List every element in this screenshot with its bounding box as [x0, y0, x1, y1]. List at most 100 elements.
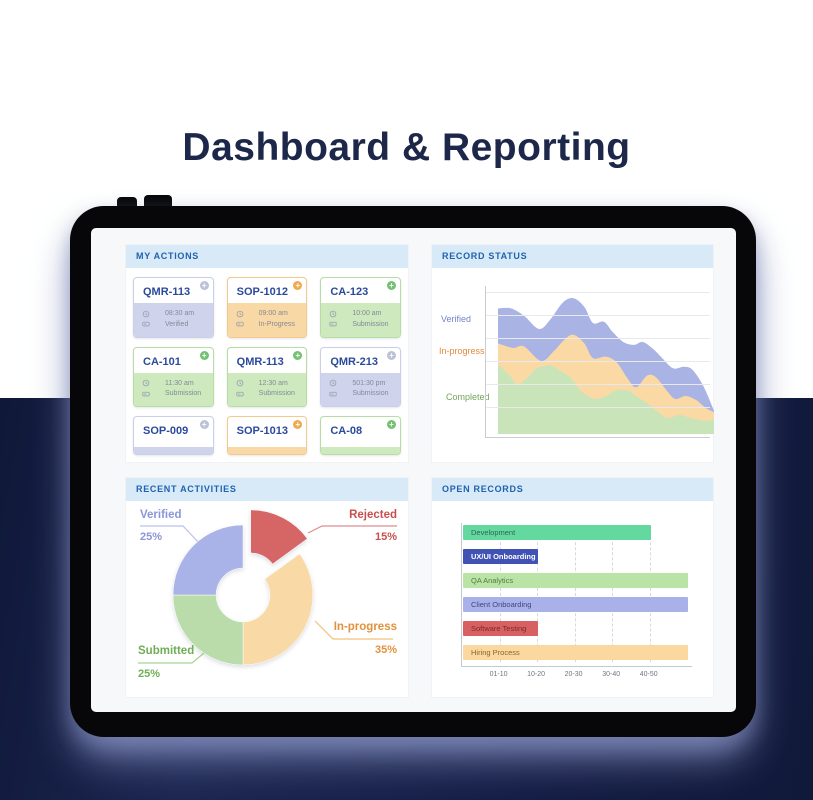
record-bar[interactable]: UX/UI Onboarding — [463, 549, 539, 564]
gridline — [486, 315, 710, 316]
card-color-strip — [321, 447, 400, 454]
tag-icon — [329, 391, 337, 396]
card-status: Submission — [258, 390, 295, 397]
tag-icon — [142, 391, 150, 396]
record-status-plot — [485, 286, 714, 438]
gridline — [499, 527, 501, 662]
card-id: QMR-113 — [236, 355, 284, 368]
action-card[interactable]: + SOP-1012 09:00 am In-Progress — [226, 277, 308, 338]
gridline — [574, 527, 576, 662]
card-id: CA-101 — [143, 355, 181, 368]
card-status: Verified — [165, 320, 189, 328]
tag-icon — [142, 321, 150, 327]
card-time: 11:30 am — [165, 379, 194, 387]
tag-icon — [329, 321, 337, 327]
gridline — [486, 384, 710, 385]
area-series-label: Completed — [446, 392, 490, 402]
add-icon[interactable]: + — [293, 350, 303, 360]
panel-open-records: OPEN RECORDS Development UX/UI Onboarding… — [432, 478, 713, 697]
action-card[interactable]: + SOP-009 — [133, 416, 214, 455]
x-tick-label: 10-20 — [527, 671, 546, 678]
panel-record-status: RECORD STATUS Verified In-progress Compl… — [432, 245, 714, 462]
card-color-strip — [134, 447, 213, 454]
record-bar[interactable]: Development — [463, 525, 651, 540]
card-id: CA-123 — [330, 286, 369, 298]
bar-label: QA Analytics — [471, 576, 514, 585]
pie-slice-in-progress[interactable] — [242, 553, 314, 666]
card-id: QMR-113 — [143, 286, 191, 298]
tag-icon — [236, 321, 244, 327]
action-card[interactable]: + CA-08 — [320, 416, 401, 455]
action-card[interactable]: + QMR-113 12:30 am Submission — [226, 346, 308, 407]
card-time: 12:30 am — [258, 379, 288, 387]
bar-label: Client Onboarding — [471, 600, 532, 609]
add-icon[interactable]: + — [293, 281, 303, 290]
bar-label: Development — [471, 528, 516, 537]
x-tick-label: 01-10 — [489, 671, 508, 678]
pie-slice-verified[interactable] — [172, 524, 244, 596]
card-time: 10:00 am — [352, 310, 382, 317]
card-meta: 501:30 pm Submission — [321, 372, 400, 406]
gridline — [537, 527, 539, 662]
card-meta: 09:00 am In-Progress — [227, 303, 307, 337]
pie-label-rejected: Rejected — [349, 509, 397, 521]
action-card[interactable]: + QMR-113 08:30 am Verified — [133, 277, 214, 338]
card-id: SOP-1012 — [236, 286, 289, 298]
x-tick-label: 20-30 — [564, 671, 583, 678]
card-meta: 10:00 am Submission — [321, 303, 400, 337]
area-series-label: In-progress — [439, 346, 485, 356]
card-id: CA-08 — [330, 425, 363, 437]
clock-icon — [236, 379, 243, 387]
clock-icon — [330, 310, 337, 317]
open-records-plot: Development UX/UI Onboarding QA Analytics C… — [461, 523, 692, 667]
actions-grid: + QMR-113 08:30 am Verified + SOP-1012 09:… — [126, 268, 408, 464]
add-icon[interactable]: + — [293, 420, 303, 429]
pie-slice-rejected[interactable] — [250, 509, 308, 565]
add-icon[interactable]: + — [199, 281, 209, 290]
clock-icon — [236, 310, 243, 317]
record-bar[interactable]: Software Testing — [463, 621, 539, 636]
pie-pct-inprogress: 35% — [374, 644, 397, 656]
add-icon[interactable]: + — [386, 350, 396, 360]
gridline — [612, 527, 614, 662]
donut-leader-lines — [138, 525, 397, 664]
panel-open-records-header: OPEN RECORDS — [432, 478, 713, 501]
record-bar[interactable]: Hiring Process — [463, 645, 689, 660]
clock-icon — [142, 310, 150, 317]
card-time: 09:00 am — [258, 310, 288, 317]
action-card[interactable]: + SOP-1013 — [226, 416, 308, 455]
card-status: Submission — [165, 390, 202, 397]
card-meta: 12:30 am Submission — [227, 372, 307, 406]
pie-label-submitted: Submitted — [138, 645, 195, 657]
record-bar[interactable]: Client Onboarding — [463, 597, 689, 612]
card-status: Submission — [352, 390, 389, 397]
gridline — [486, 407, 710, 408]
add-icon[interactable]: + — [386, 420, 396, 429]
card-id: QMR-213 — [330, 355, 379, 368]
card-time: 08:30 am — [165, 310, 195, 317]
add-icon[interactable]: + — [199, 350, 209, 360]
page-title: Dashboard & Reporting — [182, 126, 631, 170]
add-icon[interactable]: + — [199, 420, 209, 429]
card-meta: 08:30 am Verified — [134, 303, 213, 337]
panel-my-actions: MY ACTIONS + QMR-113 08:30 am Verified + S… — [126, 245, 408, 462]
pie-label-inprogress: In-progress — [333, 621, 397, 633]
action-card[interactable]: + CA-123 10:00 am Submission — [320, 277, 401, 338]
action-card[interactable]: + CA-101 11:30 am Submission — [133, 346, 214, 407]
tablet-frame: MY ACTIONS + QMR-113 08:30 am Verified + S… — [70, 206, 756, 737]
gridline — [486, 361, 710, 362]
panel-recent-activities-header: RECENT ACTIVITIES — [126, 478, 408, 501]
panel-recent-activities: RECENT ACTIVITIES Rejected 15% In-progre… — [126, 478, 408, 697]
pie-pct-rejected: 15% — [374, 531, 397, 543]
pie-slice-submitted[interactable] — [172, 594, 244, 666]
record-bar[interactable]: QA Analytics — [463, 573, 689, 588]
bar-label: Hiring Process — [471, 648, 520, 657]
pie-pct-submitted: 25% — [138, 668, 161, 680]
action-card[interactable]: + QMR-213 501:30 pm Submission — [320, 346, 401, 407]
card-color-strip — [227, 447, 307, 454]
panel-my-actions-header: MY ACTIONS — [126, 245, 408, 268]
add-icon[interactable]: + — [386, 281, 396, 290]
area-series-completed[interactable] — [498, 363, 714, 434]
clock-icon — [142, 379, 150, 387]
